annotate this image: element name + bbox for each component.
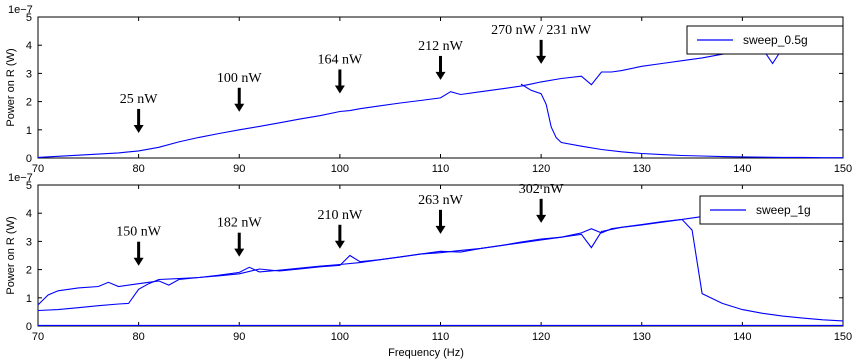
x-tick-label: 130 bbox=[633, 331, 651, 343]
x-tick-label: 130 bbox=[633, 163, 651, 175]
y-tick-label: 1 bbox=[26, 293, 32, 305]
annotation-label: 302 nW bbox=[519, 182, 565, 197]
annotation-label: 150 nW bbox=[116, 225, 162, 240]
y-tick-label: 0 bbox=[26, 153, 32, 165]
annotation-label: 212 nW bbox=[418, 39, 464, 54]
annotation-arrow-head bbox=[536, 55, 547, 64]
x-tick-label: 70 bbox=[32, 331, 44, 343]
annotation-arrow-head bbox=[133, 124, 144, 133]
x-tick-label: 80 bbox=[133, 331, 145, 343]
annotation-label: 164 nW bbox=[318, 52, 364, 67]
annotation-arrow-head bbox=[234, 103, 245, 112]
y-tick-label: 5 bbox=[26, 12, 32, 24]
annotation-label: 25 nW bbox=[120, 92, 159, 107]
series-line-1 bbox=[37, 34, 844, 158]
annotation-label: 210 nW bbox=[318, 208, 364, 223]
annotation-label: 100 nW bbox=[217, 71, 263, 86]
bottom-plot-panel: 70 80 90 100 110 120 130 140 150 0 1 2 3 4 51e−7 Power … bbox=[5, 172, 852, 343]
y-exponent-label: 1e−7 bbox=[8, 4, 33, 16]
x-tick-label: 140 bbox=[733, 331, 751, 343]
x-axis-label: Frequency (Hz) bbox=[388, 347, 464, 359]
x-tick-label: 90 bbox=[233, 331, 245, 343]
annotation-arrow-head bbox=[334, 240, 345, 249]
annotation-arrow-head bbox=[334, 85, 345, 94]
annotation-arrow-head bbox=[234, 248, 245, 257]
x-tick-label: 150 bbox=[834, 163, 852, 175]
annotation-arrow-head bbox=[435, 71, 446, 80]
y-axis-label: Power on R (W) bbox=[5, 48, 17, 126]
y-tick-label: 4 bbox=[26, 208, 32, 220]
y-tick-label: 2 bbox=[26, 97, 32, 109]
x-tick-label: 140 bbox=[733, 163, 751, 175]
y-tick-label: 5 bbox=[26, 180, 32, 192]
legend-label: sweep_0.5g bbox=[743, 33, 808, 47]
y-tick-label: 2 bbox=[26, 265, 32, 277]
legend-label: sweep_1g bbox=[756, 203, 811, 217]
y-tick-label: 3 bbox=[26, 68, 32, 80]
annotation-arrow-head bbox=[435, 225, 446, 234]
y-axis-label: Power on R (W) bbox=[5, 216, 17, 294]
annotation-arrow-head bbox=[536, 214, 547, 223]
y-tick-label: 0 bbox=[26, 321, 32, 333]
x-tick-label: 100 bbox=[331, 331, 349, 343]
x-tick-label: 80 bbox=[133, 163, 145, 175]
x-tick-label: 90 bbox=[233, 163, 245, 175]
y-tick-label: 1 bbox=[26, 125, 32, 137]
series-line-2 bbox=[37, 218, 844, 322]
y-tick-label: 4 bbox=[26, 40, 32, 52]
top-plot-panel: 70 80 90 100 110 120 130 140 150 0 1 2 3 4 51e−7 Power … bbox=[5, 4, 852, 175]
series-line-2 bbox=[520, 83, 843, 159]
x-tick-label: 110 bbox=[432, 331, 450, 343]
x-tick-label: 70 bbox=[32, 163, 44, 175]
annotation-label: 270 nW / 231 nW bbox=[491, 23, 592, 38]
annotation-label: 263 nW bbox=[418, 193, 464, 208]
x-tick-label: 150 bbox=[834, 331, 852, 343]
annotation-arrow-head bbox=[133, 257, 144, 266]
annotation-label: 182 nW bbox=[217, 216, 263, 231]
x-tick-label: 120 bbox=[532, 331, 550, 343]
x-tick-label: 110 bbox=[432, 163, 450, 175]
x-tick-label: 100 bbox=[331, 163, 349, 175]
y-tick-label: 3 bbox=[26, 236, 32, 248]
y-exponent-label: 1e−7 bbox=[8, 172, 33, 184]
x-tick-label: 120 bbox=[532, 163, 550, 175]
